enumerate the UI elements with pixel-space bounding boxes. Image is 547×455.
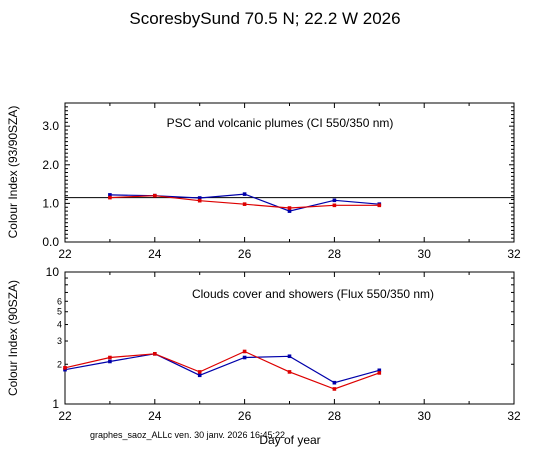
x-tick-label: 30 [418,247,432,261]
x-tick-label: 30 [418,409,432,423]
data-point [377,368,382,373]
data-point [242,355,247,360]
x-tick-label: 28 [328,409,342,423]
x-tick-label: 26 [238,247,252,261]
data-point [153,352,157,356]
y-axis-label: Colour Index (93/90SZA) [6,106,20,239]
series-line [64,353,380,384]
chart-annotation: PSC and volcanic plumes (CI 550/350 nm) [167,116,394,130]
data-point [242,202,247,206]
data-point [377,203,382,208]
data-point [108,195,112,200]
x-tick-label: 22 [58,247,72,261]
data-point [108,359,112,364]
y-tick-label: 6 [57,296,62,306]
data-point [287,354,292,359]
y-tick-label: 3 [57,336,62,346]
data-point [197,198,202,203]
data-point [287,206,292,210]
y-tick-label: 3.0 [42,119,59,133]
data-point [332,198,337,203]
x-tick-label: 24 [148,409,162,423]
chart-annotation: Clouds cover and showers (Flux 550/350 n… [192,287,434,301]
y-tick-label: 5 [57,307,62,317]
x-tick-label: 22 [58,409,72,423]
data-point [242,192,247,196]
y-tick-label: 2 [57,359,62,369]
x-tick-label: 24 [148,247,162,261]
data-point [332,380,337,385]
y-tick-label: 1.0 [42,196,59,210]
data-point [242,349,247,354]
series-line [64,350,380,390]
figure-title: ScoresbySund 70.5 N; 22.2 W 2026 [129,9,400,28]
y-tick-label: 4 [57,320,62,330]
data-point [332,387,337,391]
data-point [153,193,157,198]
x-tick-label: 28 [328,247,342,261]
footer-note: graphes_saoz_ALLc ven. 30 janv. 2026 16:… [90,430,285,440]
chart-panel-clouds: Clouds cover and showers (Flux 550/350 n… [6,265,521,423]
data-point [287,370,292,374]
y-tick-label: 1 [52,397,59,411]
x-axis-label: Day of year [259,433,320,447]
data-point [63,366,67,370]
data-point [108,193,112,197]
data-point [332,203,337,208]
y-tick-label: 2.0 [42,158,59,172]
data-point [108,355,112,360]
y-tick-label: 0.0 [42,235,59,249]
x-tick-label: 32 [507,247,521,261]
y-tick-label: 10 [46,265,60,279]
data-point [63,367,67,372]
y-axis-label: Colour Index (90SZA) [6,280,20,396]
data-point [287,209,292,213]
data-point [197,196,202,200]
chart-panel-psc: PSC and volcanic plumes (CI 550/350 nm) … [6,102,521,261]
x-tick-label: 26 [238,409,252,423]
x-tick-label: 32 [507,409,521,423]
data-point [197,370,202,374]
data-point [197,373,202,378]
data-point [377,371,382,375]
